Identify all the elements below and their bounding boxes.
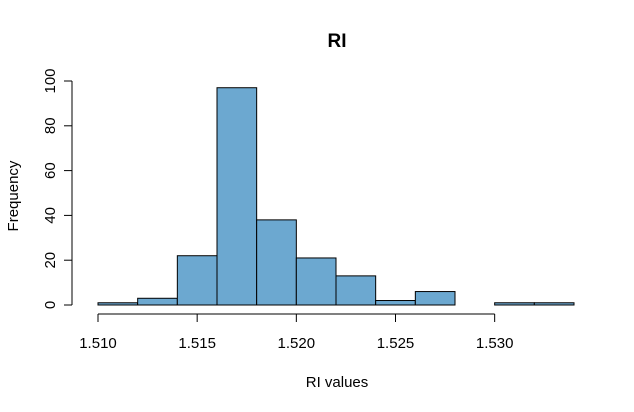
x-axis-label: RI values	[306, 374, 369, 391]
histogram-bar-11	[533, 302, 575, 306]
x-tick-label-2: 1.520	[278, 335, 316, 352]
histogram-bar-5	[295, 257, 337, 306]
x-tick-label-3: 1.525	[377, 335, 415, 352]
x-tick-label-0: 1.510	[79, 335, 117, 352]
histogram-bar-10	[494, 302, 535, 306]
histogram-bar-3	[216, 87, 258, 306]
y-tick-label-1: 20	[42, 252, 59, 269]
histogram-bar-0	[97, 302, 139, 306]
histogram-bar-6	[335, 275, 377, 306]
histogram-bar-4	[256, 219, 297, 306]
histogram-bar-8	[414, 291, 456, 306]
y-tick-label-4: 80	[42, 117, 59, 134]
y-tick-label-5: 100	[42, 68, 59, 93]
histogram-bar-2	[176, 255, 218, 306]
y-axis-label: Frequency	[5, 160, 22, 231]
histogram-bar-7	[375, 300, 416, 306]
x-tick-label-1: 1.515	[178, 335, 216, 352]
x-axis: 1.510 1.515 1.520 1.525 1.530	[79, 313, 514, 352]
y-tick-label-0: 0	[42, 301, 59, 309]
y-axis: 0 20 40 60 80 100	[42, 68, 73, 309]
y-tick-label-3: 60	[42, 162, 59, 179]
histogram-bars	[97, 87, 575, 306]
chart-title: RI	[328, 31, 347, 52]
x-tick-label-4: 1.530	[476, 335, 514, 352]
y-tick-label-2: 40	[42, 207, 59, 224]
histogram-bar-1	[137, 297, 178, 306]
